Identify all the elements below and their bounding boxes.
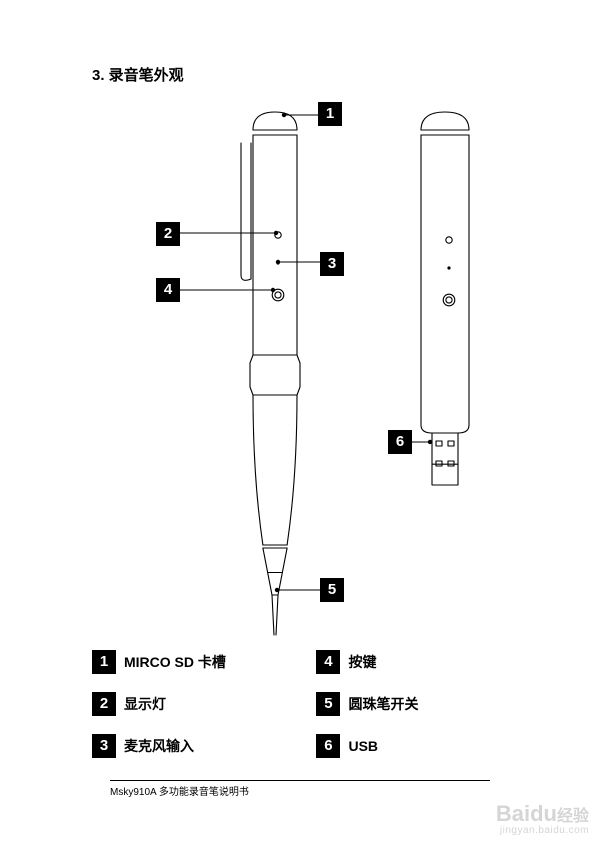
- legend-item: 6 USB: [316, 734, 496, 758]
- legend-num: 1: [92, 650, 116, 674]
- legend: 1 MIRCO SD 卡槽 2 显示灯 3 麦克风输入 4 按键 5 圆珠笔开关 6 USB: [92, 650, 512, 776]
- legend-item: 2 显示灯: [92, 692, 312, 716]
- callout-1: 1: [318, 102, 342, 126]
- legend-text: 显示灯: [124, 694, 166, 714]
- legend-num: 5: [316, 692, 340, 716]
- legend-num: 2: [92, 692, 116, 716]
- watermark: Baidu经验 jingyan.baidu.com: [496, 803, 589, 836]
- legend-item: 4 按键: [316, 650, 496, 674]
- callout-4: 4: [156, 278, 180, 302]
- footer-text: Msky910A 多功能录音笔说明书: [110, 780, 490, 798]
- callout-3: 3: [320, 252, 344, 276]
- legend-text: MIRCO SD 卡槽: [124, 652, 226, 672]
- legend-num: 4: [316, 650, 340, 674]
- legend-item: 1 MIRCO SD 卡槽: [92, 650, 312, 674]
- legend-num: 3: [92, 734, 116, 758]
- legend-text: 麦克风输入: [124, 736, 194, 756]
- legend-text: 圆珠笔开关: [348, 694, 418, 714]
- legend-item: 5 圆珠笔开关: [316, 692, 496, 716]
- callout-6: 6: [388, 430, 412, 454]
- section-title: 3. 录音笔外观: [92, 64, 184, 85]
- appearance-diagram: 1 2 3 4 5 6: [0, 100, 595, 640]
- legend-num: 6: [316, 734, 340, 758]
- callout-2: 2: [156, 222, 180, 246]
- watermark-url: jingyan.baidu.com: [496, 825, 589, 836]
- legend-text: USB: [348, 738, 378, 754]
- watermark-sub: 经验: [557, 808, 589, 825]
- watermark-brand: Baidu: [496, 801, 557, 826]
- legend-text: 按键: [348, 652, 376, 672]
- legend-item: 3 麦克风输入: [92, 734, 312, 758]
- callout-5: 5: [320, 578, 344, 602]
